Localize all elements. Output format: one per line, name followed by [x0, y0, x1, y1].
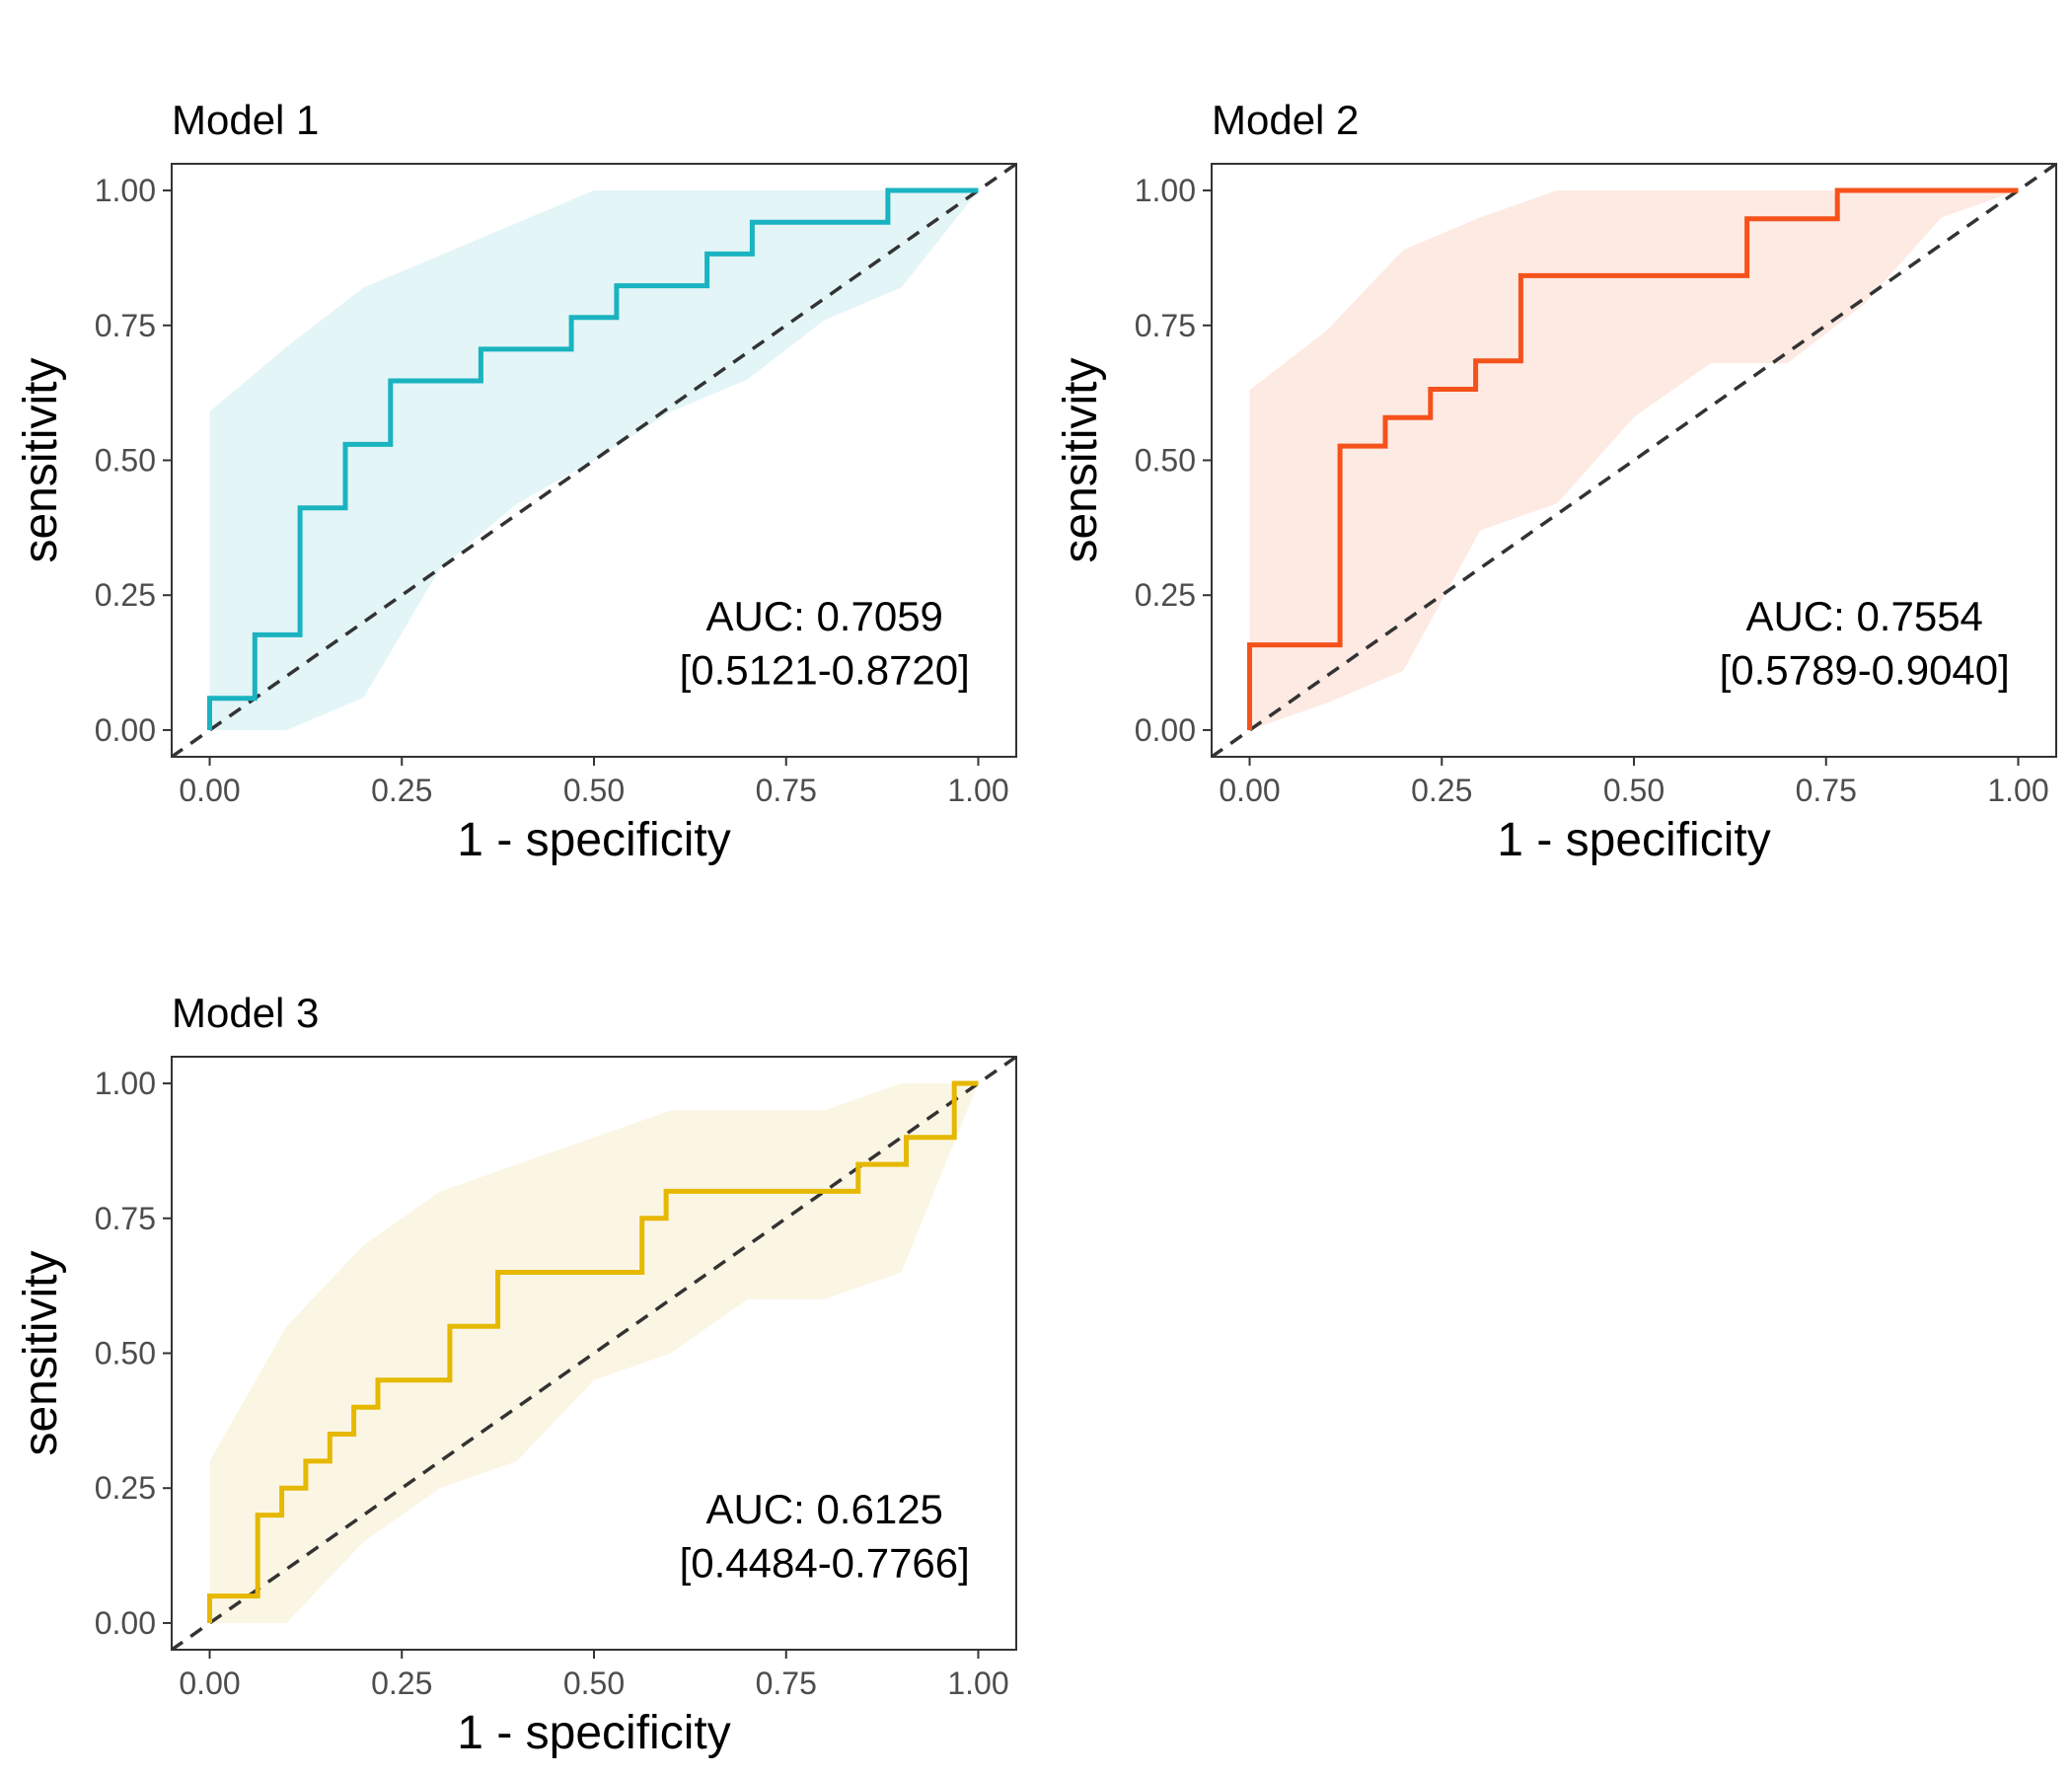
roc-curve — [207, 187, 979, 730]
auc-ci-label: [0.5121-0.8720] — [680, 646, 970, 693]
confidence-band — [209, 1083, 979, 1623]
model-2-roc-panel: Model 2 0.00 0.25 0.50 0.75 1.00 0.00 0.25 0.50 0… — [1055, 97, 2057, 866]
y-axis-title: sensitivity — [1055, 357, 1107, 562]
y-tick-label: 0.00 — [95, 712, 156, 748]
y-tick-label: 0.75 — [1135, 308, 1196, 343]
y-tick-label: 0.25 — [1135, 577, 1196, 613]
auc-value-label: AUC: 0.7554 — [1745, 593, 1982, 639]
panel-title: Model 1 — [172, 97, 319, 143]
x-tick-label: 0.75 — [1796, 773, 1857, 808]
x-tick-label: 0.25 — [371, 773, 432, 808]
confidence-band — [209, 190, 979, 730]
auc-ci-label: [0.4484-0.7766] — [680, 1539, 970, 1586]
model-3-roc-panel: Model 3 0.00 0.25 0.50 0.75 1.00 0.00 0.25 0.50 0… — [15, 990, 1017, 1759]
x-tick-label: 0.75 — [756, 1665, 817, 1701]
x-tick-label: 0.00 — [179, 773, 240, 808]
y-tick-label: 0.25 — [95, 577, 156, 613]
y-tick-label: 0.75 — [95, 1201, 156, 1236]
x-axis-title: 1 - specificity — [457, 814, 730, 866]
x-tick-label: 0.50 — [563, 1665, 625, 1701]
x-tick-label: 0.50 — [563, 773, 625, 808]
x-tick-label: 0.50 — [1603, 773, 1665, 808]
y-tick-label: 0.00 — [1135, 712, 1196, 748]
x-tick-label: 0.75 — [756, 773, 817, 808]
panel-title: Model 3 — [172, 990, 319, 1036]
x-axis-title: 1 - specificity — [1497, 814, 1770, 866]
reference-diagonal-line — [1212, 164, 2056, 757]
model-1-roc-panel: Model 1 0.00 0.25 0.50 0.75 1.00 0.00 0.25 0.50 0… — [15, 97, 1017, 866]
y-tick-label: 0.50 — [1135, 443, 1196, 479]
auc-value-label: AUC: 0.7059 — [705, 593, 942, 639]
reference-diagonal-line — [172, 164, 1016, 757]
y-tick-label: 0.75 — [95, 308, 156, 343]
confidence-band — [1249, 190, 2019, 730]
x-tick-label: 0.00 — [1219, 773, 1280, 808]
x-tick-label: 0.25 — [371, 1665, 432, 1701]
y-tick-label: 1.00 — [1135, 173, 1196, 208]
y-tick-label: 0.50 — [95, 443, 156, 479]
y-tick-label: 1.00 — [95, 173, 156, 208]
y-tick-label: 0.00 — [95, 1605, 156, 1641]
roc-curve — [1247, 187, 2019, 730]
x-tick-label: 0.25 — [1411, 773, 1472, 808]
panel-title: Model 2 — [1212, 97, 1359, 143]
x-tick-label: 1.00 — [947, 773, 1008, 808]
auc-value-label: AUC: 0.6125 — [705, 1486, 942, 1532]
reference-diagonal-line — [172, 1057, 1016, 1650]
auc-ci-label: [0.5789-0.9040] — [1720, 646, 2010, 693]
y-axis-title: sensitivity — [15, 357, 67, 562]
roc-curve — [207, 1080, 979, 1623]
y-tick-label: 0.25 — [95, 1470, 156, 1506]
x-tick-label: 1.00 — [947, 1665, 1008, 1701]
x-axis-title: 1 - specificity — [457, 1707, 730, 1759]
y-tick-label: 1.00 — [95, 1066, 156, 1101]
y-tick-label: 0.50 — [95, 1336, 156, 1371]
y-axis-title: sensitivity — [15, 1250, 67, 1455]
x-tick-label: 1.00 — [1987, 773, 2048, 808]
x-tick-label: 0.00 — [179, 1665, 240, 1701]
